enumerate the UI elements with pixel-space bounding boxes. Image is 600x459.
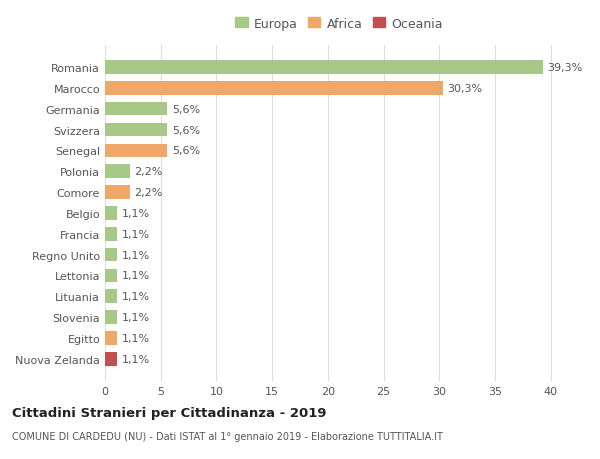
Bar bbox=[105, 123, 167, 137]
Text: 1,1%: 1,1% bbox=[122, 354, 150, 364]
Text: 2,2%: 2,2% bbox=[134, 188, 163, 198]
Bar bbox=[105, 269, 117, 283]
Text: 5,6%: 5,6% bbox=[172, 146, 200, 156]
Bar bbox=[105, 207, 117, 220]
Text: 1,1%: 1,1% bbox=[122, 208, 150, 218]
Text: 1,1%: 1,1% bbox=[122, 291, 150, 302]
Bar bbox=[105, 228, 117, 241]
Bar bbox=[105, 103, 167, 116]
Text: Cittadini Stranieri per Cittadinanza - 2019: Cittadini Stranieri per Cittadinanza - 2… bbox=[12, 406, 326, 419]
Bar bbox=[105, 82, 443, 95]
Bar bbox=[105, 352, 117, 366]
Text: 30,3%: 30,3% bbox=[447, 84, 482, 94]
Text: 2,2%: 2,2% bbox=[134, 167, 163, 177]
Bar bbox=[105, 186, 130, 199]
Bar bbox=[105, 144, 167, 158]
Text: 39,3%: 39,3% bbox=[547, 63, 583, 73]
Text: COMUNE DI CARDEDU (NU) - Dati ISTAT al 1° gennaio 2019 - Elaborazione TUTTITALIA: COMUNE DI CARDEDU (NU) - Dati ISTAT al 1… bbox=[12, 431, 443, 442]
Bar bbox=[105, 331, 117, 345]
Text: 1,1%: 1,1% bbox=[122, 333, 150, 343]
Legend: Europa, Africa, Oceania: Europa, Africa, Oceania bbox=[233, 15, 445, 33]
Text: 5,6%: 5,6% bbox=[172, 105, 200, 114]
Bar bbox=[105, 165, 130, 179]
Text: 1,1%: 1,1% bbox=[122, 313, 150, 322]
Bar bbox=[105, 311, 117, 324]
Bar bbox=[105, 61, 543, 75]
Text: 1,1%: 1,1% bbox=[122, 271, 150, 281]
Bar bbox=[105, 248, 117, 262]
Bar bbox=[105, 290, 117, 303]
Text: 5,6%: 5,6% bbox=[172, 125, 200, 135]
Text: 1,1%: 1,1% bbox=[122, 229, 150, 239]
Text: 1,1%: 1,1% bbox=[122, 250, 150, 260]
